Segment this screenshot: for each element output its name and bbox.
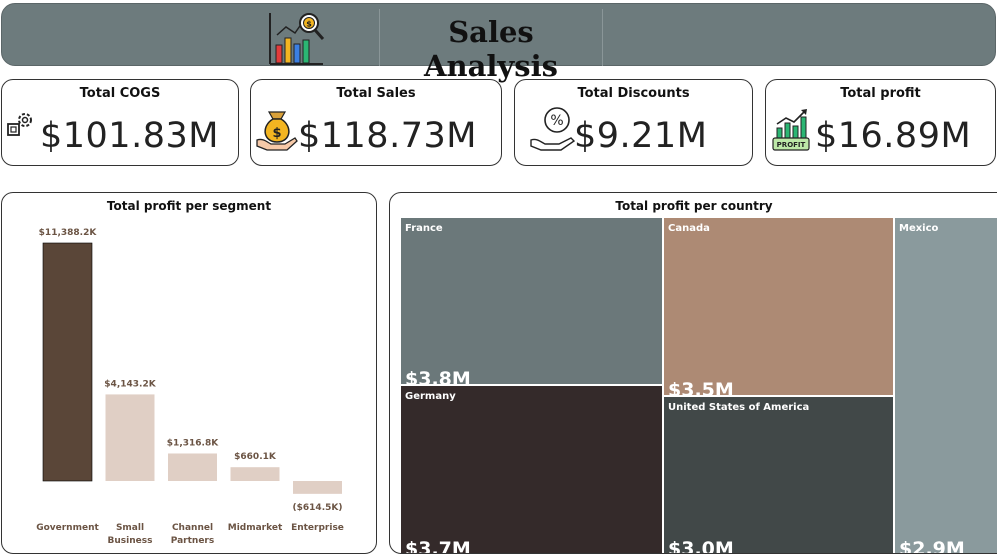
percent-hand-icon: % [530, 107, 576, 151]
segment-chart-panel: Total profit per segment $11,388.2K Gover… [1, 192, 377, 554]
kpi-card-discounts: Total Discounts % $9.21M [514, 79, 753, 166]
bar-midmarket[interactable] [230, 467, 280, 481]
bar-government[interactable] [42, 242, 93, 482]
x-tick-label: Midmarket [228, 523, 283, 533]
kpi-card-sales: Total Sales $ $118.73M [250, 79, 502, 166]
x-tick-label: Enterprise [291, 523, 344, 533]
tile-value-label: $3.7M [405, 538, 471, 554]
kpi-card-cogs: Total COGS $101.83M [1, 79, 239, 166]
bar-channel-partners[interactable] [168, 453, 217, 481]
kpi-title: Total Discounts [577, 86, 690, 101]
x-tick-label: Small [116, 523, 144, 533]
tile-value-label: $3.8M [405, 368, 471, 390]
bar-data-label: $1,316.8K [167, 438, 219, 448]
money-bag-hand-icon: $ [256, 111, 298, 151]
bar-data-label: $4,143.2K [104, 379, 156, 389]
kpi-value: $9.21M [574, 116, 708, 156]
tile-country-label: France [405, 223, 443, 234]
treemap-tile-united-states-of-america[interactable]: United States of America $3.0M [663, 396, 894, 554]
segment-bar-chart: $11,388.2K Government $4,143.2K Small Busine… [36, 228, 344, 546]
profit-chart-icon: PROFIT [772, 109, 810, 151]
x-tick-label: Government [36, 523, 99, 533]
treemap-tile-canada[interactable]: Canada $3.5M [663, 217, 894, 401]
tile-value-label: $3.0M [668, 538, 734, 554]
x-tick-label: Channel [172, 523, 213, 533]
x-tick-label: Partners [171, 536, 214, 546]
header-bar: $ Sales Analysis [1, 3, 996, 83]
kpi-title: Total COGS [79, 86, 161, 101]
tile-country-label: Mexico [899, 223, 939, 234]
bar-data-label: ($614.5K) [293, 503, 343, 513]
bar-data-label: $11,388.2K [39, 228, 98, 238]
kpi-value: $118.73M [298, 116, 477, 156]
page-title: Sales Analysis [424, 15, 558, 83]
treemap-tile-mexico[interactable]: Mexico $2.9M [894, 217, 997, 554]
bar-small-business[interactable] [105, 394, 155, 481]
tile-country-label: Canada [668, 223, 710, 234]
profit-icon-text: PROFIT [777, 141, 806, 149]
svg-text:$: $ [306, 20, 312, 29]
kpi-value: $16.89M [815, 116, 972, 156]
title-box: Sales Analysis [379, 9, 603, 83]
kpi-title: Total Sales [336, 86, 416, 101]
tile-value-label: $2.9M [899, 538, 965, 554]
treemap-tile-germany[interactable]: Germany $3.7M [400, 385, 663, 554]
svg-text:$: $ [272, 126, 281, 141]
bar-chart-magnifier-icon: $ [269, 13, 325, 65]
tile-country-label: United States of America [668, 402, 810, 413]
bar-enterprise[interactable] [293, 481, 342, 494]
treemap-tile-france[interactable]: France $3.8M [400, 217, 663, 390]
bar-data-label: $660.1K [234, 452, 277, 462]
kpi-value: $101.83M [40, 116, 219, 156]
svg-text:%: % [550, 113, 563, 129]
kpi-title: Total profit [840, 86, 921, 101]
segment-chart-title: Total profit per segment [106, 199, 272, 213]
kpi-card-profit: Total profit PROFIT $16.89M [765, 79, 996, 166]
x-tick-label: Business [108, 536, 153, 546]
country-chart-panel: Total profit per country France $3.8M Cana… [389, 192, 997, 554]
tile-country-label: Germany [405, 391, 456, 402]
tile-value-label: $3.5M [668, 379, 734, 401]
country-chart-title: Total profit per country [615, 199, 773, 213]
gears-box-icon [7, 113, 32, 136]
